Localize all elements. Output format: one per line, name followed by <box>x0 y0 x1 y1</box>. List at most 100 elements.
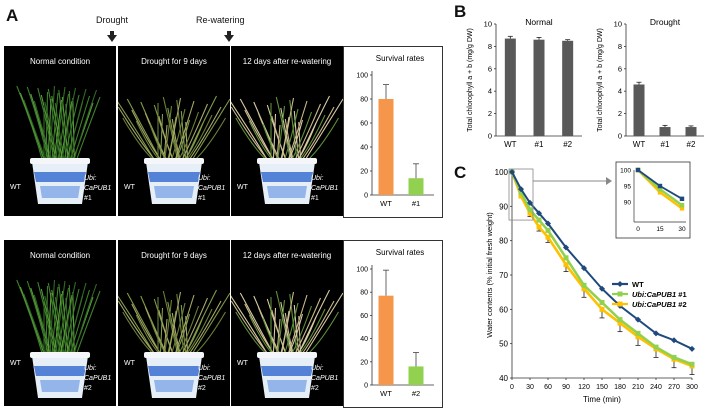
pot-band <box>148 172 200 182</box>
y-tick-label: 4 <box>618 87 622 96</box>
y-tick-label: 40 <box>360 145 368 152</box>
x-tick-label: #2 <box>412 389 420 398</box>
inset-series-point-0 <box>657 183 663 189</box>
wt-label: WT <box>237 184 248 191</box>
y-tick-label: 6 <box>618 64 622 73</box>
chlorophyll-drought-chart: Drought Total chlorophyll a + b (mg/g DW)… <box>597 17 704 149</box>
series-point-1 <box>563 255 569 261</box>
chlorophyll-bar-1 <box>533 39 545 136</box>
legend-label-1: Ubi:CaPUB1 #1 <box>632 290 687 299</box>
series-point-2 <box>518 193 524 199</box>
series-point-wt <box>518 186 524 193</box>
x-tick-label: WT <box>633 140 646 149</box>
tag-ubi: Ubi: <box>198 365 211 372</box>
wt-label: WT <box>124 184 135 191</box>
x-tick-label: 90 <box>562 384 570 391</box>
x-tick-label: 150 <box>596 384 608 391</box>
pot-rim <box>257 352 317 358</box>
y-tick-label: 0 <box>364 383 368 390</box>
legend-italic: Ubi:CaPUB1 <box>632 300 676 309</box>
legend-italic: Ubi:CaPUB1 <box>632 290 676 299</box>
x-tick-label: #1 <box>535 140 544 149</box>
y-tick-label: 40 <box>360 336 368 343</box>
y-tick-label: 80 <box>499 237 508 246</box>
series-point-1 <box>545 227 551 233</box>
chart-title: Drought <box>650 17 681 27</box>
survival-chart-2-frame: Survival rates 0 20 40 60 80 100 WT #2 <box>343 240 443 408</box>
legend-plain: WT <box>632 280 644 289</box>
tag-ubi: Ubi: <box>84 175 97 182</box>
transgenic-label: Ubi: CaPUB1 #1 <box>198 174 225 204</box>
tag-gene: CaPUB1 <box>198 375 226 382</box>
series-point-wt <box>635 316 641 323</box>
survival-bar-1 <box>408 366 424 385</box>
y-tick-label: 50 <box>499 340 508 349</box>
y-axis-label: Total chlorophyll a + b (mg/g DW) <box>597 28 604 132</box>
drought-arrow-icon <box>107 35 117 42</box>
y-tick-label: 60 <box>360 313 368 320</box>
plant-photo: 12 days after re-watering WT Ubi: CaPUB1 #1 <box>231 46 343 216</box>
photo-caption: Drought for 9 days <box>141 251 207 260</box>
plant-leaf <box>118 300 161 361</box>
pot-band <box>267 186 307 198</box>
y-tick-label: 10 <box>614 20 622 29</box>
series-point-2 <box>635 334 641 340</box>
pot-band <box>40 380 80 392</box>
pot-band <box>154 186 194 198</box>
x-tick-label: 180 <box>614 384 626 391</box>
series-point-2 <box>599 306 605 312</box>
plant-drawing <box>118 95 230 204</box>
chart-title: Survival rates <box>376 54 424 63</box>
y-tick-label: 60 <box>499 305 508 314</box>
transgenic-label: Ubi: CaPUB1 #1 <box>311 174 338 204</box>
x-tick-label: #2 <box>687 140 696 149</box>
y-tick-label: 100 <box>356 73 368 80</box>
series-point-1 <box>617 317 623 323</box>
panel-letter-c: C <box>454 163 467 182</box>
survival-chart-1: Survival rates 0 20 40 60 80 100 WT #1 <box>356 54 434 208</box>
y-tick-label: 80 <box>360 290 368 297</box>
pot-band <box>34 172 86 182</box>
plant-photo: Normal condition WT Ubi: CaPUB1 #2 <box>4 240 116 406</box>
transgenic-label: Ubi: CaPUB1 #1 <box>84 174 111 204</box>
y-tick-label: 100 <box>495 168 509 177</box>
plant-drawing <box>16 279 101 398</box>
legend-plain: #2 <box>676 300 686 309</box>
pot-band <box>261 366 313 376</box>
tag-ubi: Ubi: <box>84 365 97 372</box>
rewater-arrow-stem <box>227 31 231 35</box>
tag-line: #2 <box>84 385 92 392</box>
x-tick-label: 120 <box>578 384 590 391</box>
chlorophyll-bar-0 <box>633 84 645 136</box>
series-point-1 <box>536 217 542 223</box>
series-point-1 <box>671 354 677 360</box>
inset-series-point-2 <box>679 206 685 211</box>
drought-label: Drought <box>96 15 129 25</box>
survival-chart-2: Survival rates 0 20 40 60 80 100 WT #2 <box>356 248 434 398</box>
x-tick-label: #1 <box>661 140 670 149</box>
y-tick-label: 0 <box>364 193 368 200</box>
pot-band <box>154 380 194 392</box>
series-point-wt <box>581 265 587 272</box>
photo-caption: 12 days after re-watering <box>242 251 332 260</box>
inset-y-tick-label: 90 <box>624 200 632 207</box>
legend-marker <box>617 281 623 287</box>
plant-leaf <box>118 106 161 167</box>
x-axis-label: Time (min) <box>583 395 621 404</box>
tag-ubi: Ubi: <box>198 175 211 182</box>
series-point-wt <box>536 210 542 217</box>
series-point-wt <box>653 330 659 337</box>
legend-label-2: Ubi:CaPUB1 #2 <box>632 300 687 309</box>
series-point-wt <box>689 345 695 352</box>
series-point-2 <box>545 234 551 240</box>
y-tick-label: 8 <box>488 42 492 51</box>
inset-y-tick-label: 95 <box>624 184 632 191</box>
y-tick-label: 40 <box>499 374 508 383</box>
plant-photo: Normal condition WT Ubi: CaPUB1 #1 <box>4 46 116 216</box>
series-point-1 <box>527 207 533 213</box>
series-point-wt <box>671 337 677 344</box>
chlorophyll-bar-2 <box>685 127 697 136</box>
inset-x-tick-label: 0 <box>636 226 640 233</box>
x-tick-label: 240 <box>650 384 662 391</box>
y-axis-label: Water contents (% initial fresh weight) <box>485 212 494 338</box>
